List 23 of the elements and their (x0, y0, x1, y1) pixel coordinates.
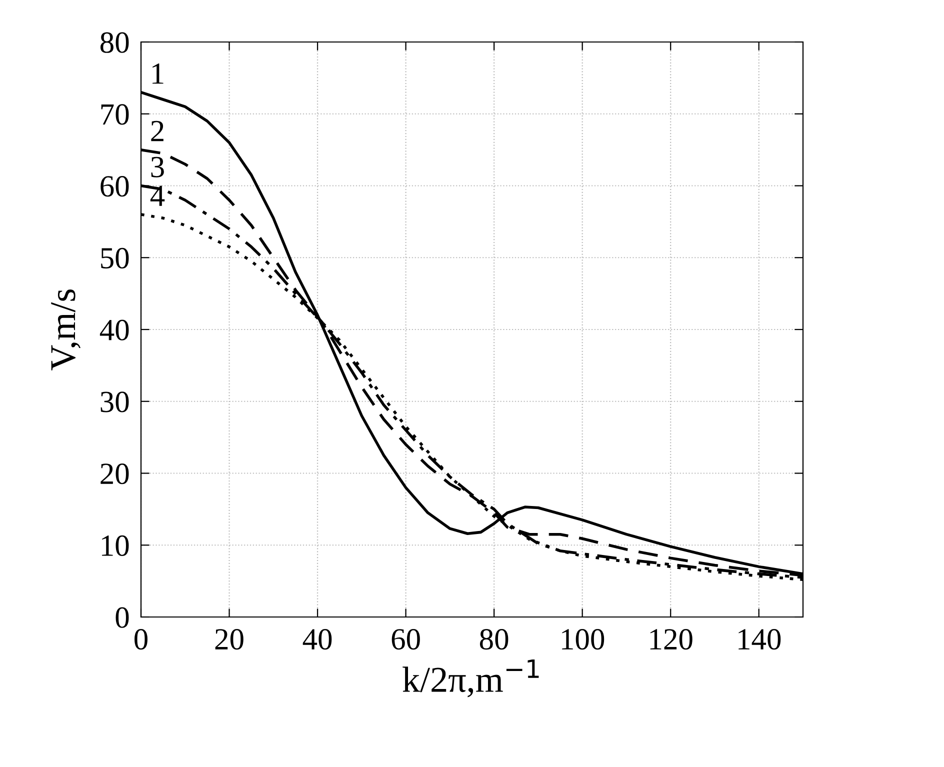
y-tick-label: 10 (102, 535, 129, 556)
y-tick-label: 50 (101, 248, 129, 269)
y-tick-label: 40 (100, 320, 129, 340)
y-tick-label: 0 (116, 607, 129, 628)
y-tick-label: 30 (100, 392, 129, 412)
x-tick-label: 60 (392, 628, 420, 650)
x-axis-title: k/2π,m$^{−1}$ (402, 659, 539, 698)
y-axis-title: V,m/s (51, 289, 81, 370)
y-tick-label: 60 (100, 176, 129, 197)
x-tick-label: 20 (215, 628, 244, 650)
x-tick-label: 80 (480, 628, 508, 650)
series-label: 2 (151, 120, 164, 142)
x-tick-label: 40 (302, 628, 332, 650)
series-label: 4 (150, 186, 165, 206)
x-tick-label: 0 (134, 628, 148, 650)
y-tick-label: 20 (100, 464, 129, 484)
x-tick-label: 120 (650, 628, 692, 650)
x-tick-label: 140 (738, 628, 781, 650)
series-label: 3 (151, 156, 164, 178)
x-tick-label: 100 (562, 628, 604, 650)
series-label: 1 (152, 63, 164, 84)
y-tick-label: 80 (100, 32, 129, 53)
y-tick-label: 70 (101, 104, 129, 125)
